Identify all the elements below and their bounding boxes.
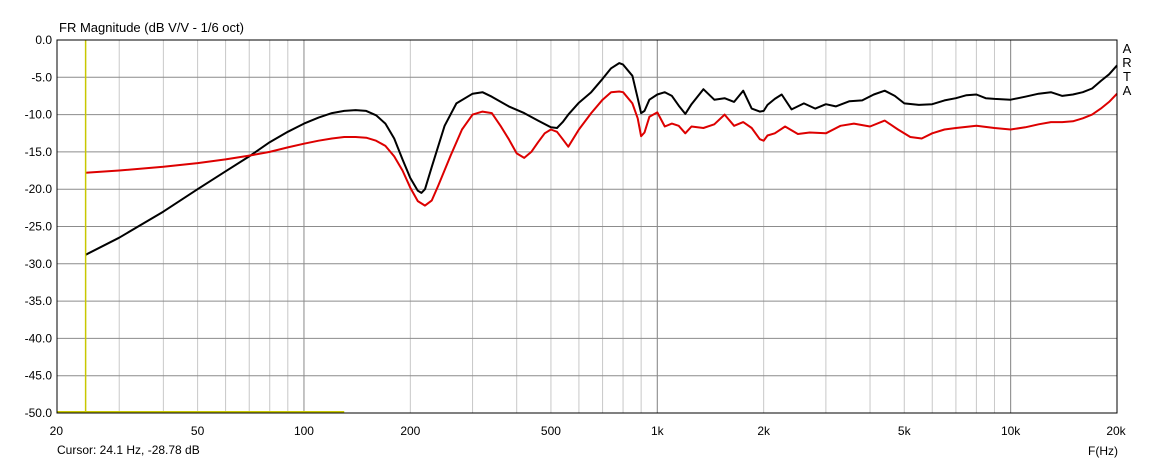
y-tick-labels: 0.0 -5.0 -10.0 -15.0 -20.0 -25.0 -30.0 -35.0 -40… — [25, 33, 53, 420]
chart-title: FR Magnitude (dB V/V - 1/6 oct) — [59, 20, 244, 35]
x-tick-label: 2k — [757, 424, 771, 438]
y-tick-label: -30.0 — [25, 257, 53, 271]
series-line-1 — [85, 62, 1118, 256]
y-tick-label: -20.0 — [25, 182, 53, 196]
x-tick-label: 500 — [541, 424, 561, 438]
brand-letter: A — [1122, 83, 1132, 98]
x-tick-label: 20k — [1106, 424, 1126, 438]
plot-frame — [56, 39, 1118, 414]
y-tick-label: -25.0 — [25, 220, 53, 234]
y-tick-label: -35.0 — [25, 294, 53, 308]
y-tick-label: -5.0 — [31, 70, 52, 84]
x-tick-label: 100 — [294, 424, 314, 438]
y-tick-label: 0.0 — [35, 33, 52, 47]
y-tick-label: -45.0 — [25, 369, 53, 383]
y-tick-label: -15.0 — [25, 145, 53, 159]
cursor-lines[interactable] — [57, 40, 345, 413]
x-axis-label: F(Hz) — [1088, 444, 1118, 458]
x-tick-label: 1k — [651, 424, 665, 438]
x-tick-label: 50 — [191, 424, 205, 438]
x-tick-label: 5k — [898, 424, 912, 438]
x-tick-labels: 20 50 100 200 500 1k 2k 5k 10k 20k — [50, 424, 1127, 438]
x-tick-label: 10k — [1001, 424, 1021, 438]
y-tick-label: -40.0 — [25, 331, 53, 345]
x-tick-label: 20 — [50, 424, 64, 438]
x-tick-label: 200 — [400, 424, 420, 438]
series-group — [85, 62, 1118, 256]
brand-letter: A — [1122, 41, 1132, 56]
brand-letter: T — [1123, 69, 1131, 84]
series-line-2 — [85, 90, 1118, 207]
brand-letter: R — [1122, 55, 1132, 70]
y-tick-label: -50.0 — [25, 406, 53, 420]
y-tick-label: -10.0 — [25, 108, 53, 122]
cursor-readout: Cursor: 24.1 Hz, -28.78 dB — [57, 443, 200, 457]
